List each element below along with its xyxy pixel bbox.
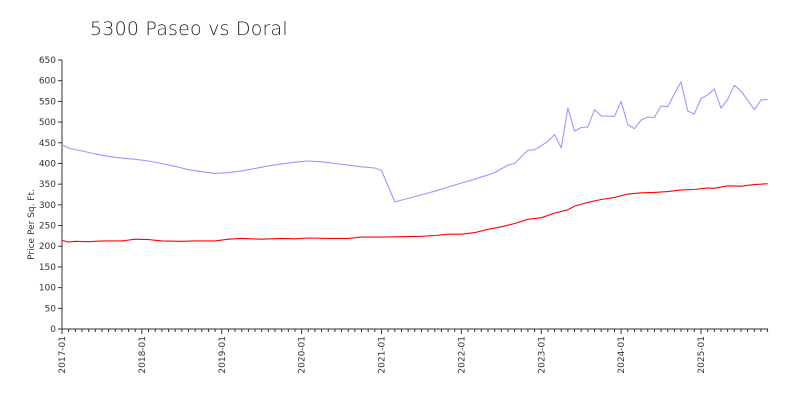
y-tick-label: 450	[39, 139, 56, 149]
y-tick-label: 650	[39, 56, 56, 66]
x-tick-label: 2017-01	[58, 336, 68, 374]
y-tick-label: 200	[39, 242, 56, 252]
x-tick-label: 2020-01	[298, 336, 308, 374]
x-tick-label: 2021-01	[378, 336, 388, 374]
y-tick-label: 250	[39, 222, 56, 232]
y-tick-label: 100	[39, 284, 56, 294]
y-tick-label: 500	[39, 118, 56, 128]
y-tick-label: 600	[39, 77, 56, 87]
series-line-blue	[61, 81, 768, 203]
y-tick-label: 50	[45, 304, 57, 314]
chart-axes: 0 50 100 150 200 250 300 350 400 450 500 550 600 650 2…	[39, 56, 769, 374]
x-tick-label: 2019-01	[218, 336, 228, 374]
y-tick-label: 150	[39, 263, 56, 273]
x-tick-label: 2023-01	[537, 336, 547, 374]
y-axis-label: Price Per Sq. Ft.	[27, 189, 37, 260]
y-tick-label: 300	[39, 201, 56, 211]
y-tick-label: 400	[39, 159, 56, 169]
y-tick-label: 550	[39, 97, 56, 107]
x-tick-label: 2018-01	[138, 336, 148, 374]
series-line-red	[61, 183, 768, 243]
x-tick-label: 2025-01	[697, 336, 707, 374]
chart-series	[61, 81, 768, 243]
y-tick-label: 0	[50, 325, 56, 335]
chart-title: 5300 Paseo vs Doral	[90, 18, 288, 40]
x-tick-label: 2022-01	[457, 336, 467, 374]
x-tick-label: 2024-01	[617, 336, 627, 374]
y-tick-label: 350	[39, 180, 56, 190]
